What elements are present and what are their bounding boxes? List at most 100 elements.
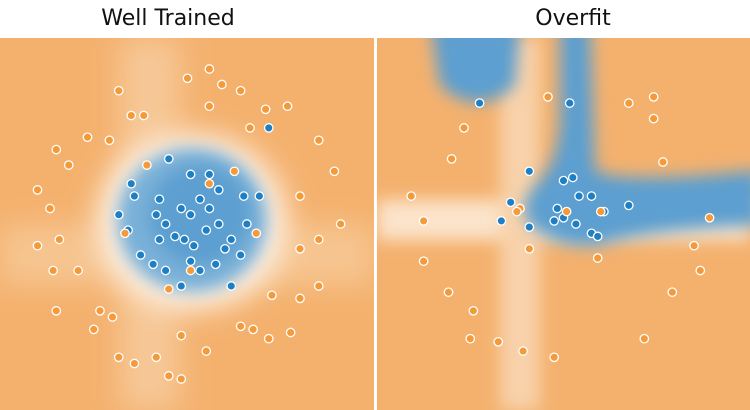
data-point	[295, 191, 305, 201]
data-point	[242, 219, 252, 229]
data-point	[505, 197, 516, 208]
data-point	[210, 259, 221, 270]
data-point	[248, 324, 258, 335]
data-point	[213, 219, 224, 229]
data-point	[73, 265, 83, 276]
data-point	[496, 216, 507, 226]
data-point	[313, 281, 324, 291]
data-point	[689, 240, 699, 251]
data-point	[32, 240, 43, 251]
data-point	[176, 281, 187, 291]
data-point	[465, 333, 476, 344]
data-point	[185, 169, 196, 180]
data-point	[329, 166, 340, 177]
data-point	[170, 231, 180, 242]
data-point	[263, 333, 274, 344]
data-point	[623, 200, 634, 211]
data-point	[595, 206, 606, 217]
data-point	[120, 228, 130, 239]
data-point	[561, 206, 572, 217]
data-point	[313, 135, 324, 146]
data-point	[135, 250, 146, 260]
data-point	[226, 281, 237, 291]
data-point	[524, 243, 535, 254]
data-point	[245, 123, 255, 133]
data-point	[204, 169, 215, 180]
data-point	[163, 154, 174, 164]
data-point	[260, 104, 271, 115]
data-point	[217, 79, 227, 90]
data-point	[623, 98, 634, 108]
data-point	[648, 113, 659, 124]
data-point	[571, 219, 581, 229]
data-point	[251, 228, 262, 239]
data-point	[518, 346, 528, 356]
data-point	[443, 287, 454, 298]
data-point	[185, 265, 196, 276]
data-point	[524, 222, 535, 232]
data-point	[188, 240, 199, 251]
data-point	[592, 231, 603, 242]
data-point	[107, 312, 118, 322]
data-point	[263, 123, 274, 133]
data-point	[658, 157, 668, 167]
data-point	[235, 85, 246, 96]
data-point	[163, 284, 174, 294]
data-point	[468, 305, 479, 316]
data-point	[126, 110, 137, 121]
data-point	[201, 225, 212, 236]
data-point	[51, 144, 62, 155]
data-point	[459, 123, 469, 133]
data-point	[549, 352, 560, 363]
data-point	[295, 293, 305, 304]
right-heatmap	[377, 38, 750, 410]
data-point	[552, 203, 563, 214]
data-point	[204, 101, 215, 112]
data-point	[558, 175, 569, 186]
data-point	[182, 73, 193, 84]
data-point	[285, 327, 296, 338]
data-point	[54, 234, 65, 245]
data-point	[48, 265, 58, 276]
data-point	[113, 209, 124, 220]
data-point	[179, 234, 190, 245]
data-point	[229, 166, 240, 177]
data-point	[185, 209, 196, 220]
data-point	[543, 92, 553, 102]
data-point	[176, 330, 187, 341]
data-point	[45, 203, 55, 214]
data-point	[151, 352, 162, 363]
data-point	[639, 333, 650, 344]
data-point	[204, 178, 215, 189]
data-point	[295, 243, 305, 254]
data-point	[418, 256, 429, 267]
data-point	[138, 110, 149, 121]
data-point	[195, 194, 205, 205]
data-point	[176, 374, 187, 384]
data-point	[154, 194, 165, 205]
data-point	[126, 178, 137, 189]
data-point	[586, 191, 597, 201]
data-point	[254, 191, 265, 201]
data-point	[82, 132, 93, 143]
data-point	[88, 324, 99, 335]
data-point	[238, 191, 249, 201]
data-point	[129, 191, 140, 201]
data-point	[160, 219, 171, 229]
data-point	[695, 265, 706, 276]
data-point	[204, 64, 215, 74]
data-point	[406, 191, 417, 201]
data-point	[163, 371, 174, 381]
data-point	[220, 243, 230, 254]
data-point	[113, 352, 124, 363]
data-point	[113, 85, 124, 96]
data-point	[95, 305, 105, 316]
data-point	[151, 209, 162, 220]
data-point	[648, 92, 659, 102]
data-point	[446, 154, 457, 164]
data-point	[129, 358, 140, 369]
data-point	[148, 259, 158, 270]
data-point	[226, 234, 237, 245]
data-point	[267, 290, 277, 301]
